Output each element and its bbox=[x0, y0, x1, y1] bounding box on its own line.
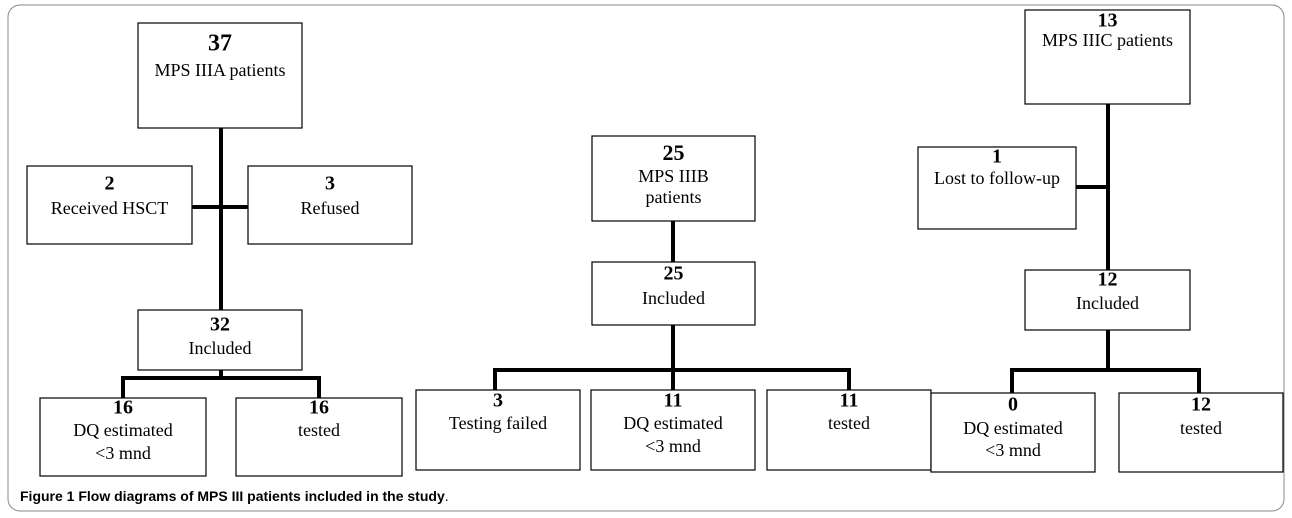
node-label: tested bbox=[298, 420, 340, 440]
node-label: Received HSCT bbox=[51, 198, 168, 218]
node-number: 1 bbox=[992, 146, 1002, 168]
caption-text: Flow diagrams of MPS III patients includ… bbox=[78, 488, 445, 504]
node-box bbox=[415, 389, 581, 471]
node-label: tested bbox=[828, 413, 870, 433]
node-number: 12 bbox=[1191, 394, 1211, 416]
node-box bbox=[590, 389, 756, 471]
node-number: 2 bbox=[105, 173, 115, 195]
node-box bbox=[591, 261, 756, 326]
node-number: 13 bbox=[1098, 10, 1118, 32]
node-label: patients bbox=[646, 187, 702, 207]
node-box bbox=[1024, 9, 1191, 105]
node-box bbox=[137, 309, 303, 371]
node-label: tested bbox=[1180, 418, 1222, 438]
node-label: Included bbox=[642, 288, 705, 308]
node-label: Refused bbox=[301, 198, 360, 218]
node-box bbox=[247, 165, 413, 245]
node-box bbox=[591, 135, 756, 222]
node-box bbox=[39, 397, 207, 477]
node-label: <3 mnd bbox=[95, 443, 151, 463]
caption-label: Figure 1 bbox=[20, 488, 75, 504]
connectors bbox=[121, 104, 1201, 398]
connector bbox=[121, 128, 321, 398]
node-number: 0 bbox=[1008, 394, 1018, 416]
node-label: <3 mnd bbox=[985, 440, 1041, 460]
node-label: Included bbox=[189, 338, 252, 358]
node-number: 16 bbox=[113, 397, 133, 419]
node-label: MPS IIIB bbox=[638, 166, 709, 186]
node-box bbox=[917, 146, 1077, 230]
node-label: DQ estimated bbox=[623, 413, 722, 433]
node-number: 3 bbox=[493, 390, 503, 412]
caption-end: . bbox=[445, 488, 449, 504]
connector bbox=[493, 221, 851, 390]
node-number: 37 bbox=[208, 31, 232, 57]
node-box bbox=[930, 392, 1096, 473]
node-number: 11 bbox=[840, 390, 859, 412]
node-label: MPS IIIA patients bbox=[154, 60, 285, 80]
node-number: 25 bbox=[663, 140, 685, 165]
node-number: 16 bbox=[309, 397, 329, 419]
node-label: DQ estimated bbox=[73, 420, 172, 440]
node-label: Included bbox=[1076, 293, 1139, 313]
node-label: Lost to follow-up bbox=[934, 168, 1060, 188]
node-label: <3 mnd bbox=[645, 436, 701, 456]
node-label: DQ estimated bbox=[963, 418, 1062, 438]
node-label: MPS IIIC patients bbox=[1042, 30, 1173, 50]
caption: Figure 1 Flow diagrams of MPS III patien… bbox=[20, 488, 449, 504]
node-box bbox=[766, 389, 932, 471]
node-box bbox=[137, 22, 303, 129]
node-box bbox=[1118, 392, 1284, 473]
node-number: 12 bbox=[1098, 269, 1118, 291]
node-number: 11 bbox=[664, 390, 683, 412]
frame bbox=[7, 4, 1285, 512]
node-box bbox=[1024, 269, 1191, 331]
node-label: Testing failed bbox=[449, 413, 547, 433]
node-number: 3 bbox=[325, 173, 335, 195]
node-number: 25 bbox=[664, 263, 684, 285]
connector bbox=[1010, 104, 1201, 393]
node-number: 32 bbox=[210, 314, 230, 336]
node-box bbox=[235, 397, 403, 477]
node-box bbox=[26, 165, 193, 245]
